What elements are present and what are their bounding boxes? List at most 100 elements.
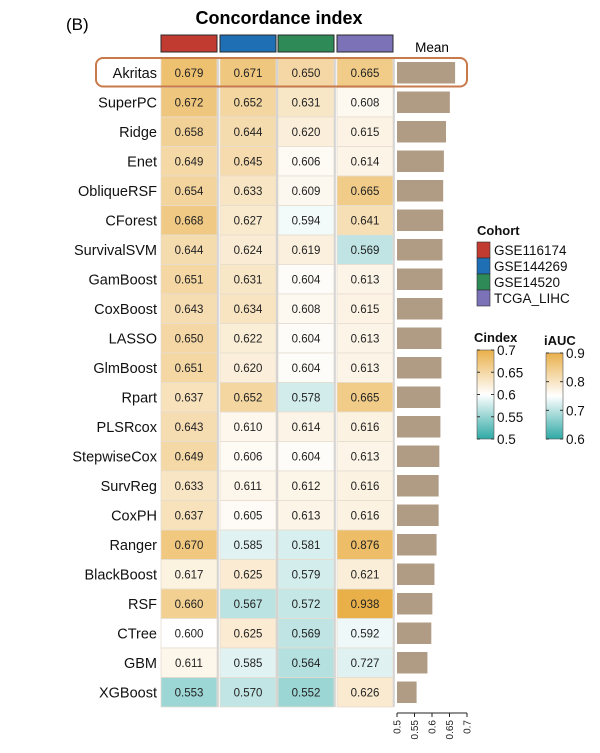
cell-value: 0.634 <box>234 304 263 316</box>
cell-value: 0.727 <box>351 658 380 670</box>
cell-value: 0.876 <box>351 540 380 552</box>
legend-iauc-title: iAUC <box>544 333 576 348</box>
cell-value: 0.671 <box>234 68 263 80</box>
heatmap-cell <box>219 588 277 619</box>
heatmap-cell <box>277 647 335 678</box>
heatmap-cell <box>160 293 218 324</box>
heatmap-cell <box>219 677 277 708</box>
heatmap-cell <box>160 647 218 678</box>
mean-bar <box>397 681 417 703</box>
heatmap-cell <box>160 382 218 413</box>
heatmap-cell <box>336 411 394 442</box>
cell-value: 0.626 <box>351 687 380 699</box>
mean-bar <box>397 534 437 556</box>
heatmap-cell <box>160 588 218 619</box>
heatmap-cell <box>336 382 394 413</box>
heatmap-cell <box>277 618 335 649</box>
cindex-tick-label: 0.6 <box>497 388 516 403</box>
heatmap-cell <box>219 411 277 442</box>
cell-value: 0.612 <box>292 481 321 493</box>
cell-value: 0.564 <box>292 658 321 670</box>
cell-value: 0.614 <box>292 422 321 434</box>
heatmap-cell <box>160 618 218 649</box>
cell-value: 0.604 <box>292 274 321 286</box>
cell-value: 0.614 <box>351 156 380 168</box>
cindex-tick-label: 0.7 <box>497 343 516 358</box>
mean-bar <box>397 563 435 585</box>
cohort-header-gse116174 <box>160 34 218 53</box>
mean-bar <box>397 386 441 408</box>
cell-value: 0.651 <box>175 274 204 286</box>
heatmap-cell <box>219 205 277 236</box>
cell-value: 0.625 <box>234 569 263 581</box>
heatmap-cell <box>336 57 394 88</box>
heatmap-cell <box>277 175 335 206</box>
heatmap-cell <box>277 470 335 501</box>
heatmap-cell <box>277 382 335 413</box>
heatmap-cell <box>336 352 394 383</box>
heatmap-cell <box>336 323 394 354</box>
heatmap-cell <box>336 146 394 177</box>
heatmap-cell <box>219 618 277 649</box>
cell-value: 0.637 <box>175 392 204 404</box>
iauc-tick-label: 0.8 <box>566 375 585 390</box>
cell-value: 0.606 <box>234 451 263 463</box>
cell-value: 0.665 <box>351 68 380 80</box>
row-label: Rpart <box>122 390 157 406</box>
mean-bar <box>397 652 428 674</box>
heatmap-cell <box>277 205 335 236</box>
row-label: StepwiseCox <box>72 449 157 465</box>
panel-label: (B) <box>66 15 89 34</box>
row-label: GamBoost <box>89 272 158 288</box>
heatmap-cell <box>336 500 394 531</box>
heatmap-cell <box>219 647 277 678</box>
heatmap-cell <box>160 264 218 295</box>
cell-value: 0.613 <box>351 451 380 463</box>
cell-value: 0.604 <box>292 363 321 375</box>
row-label: LASSO <box>109 331 157 347</box>
legend-cohort-title: Cohort <box>477 223 520 238</box>
cell-value: 0.613 <box>351 333 380 345</box>
cell-value: 0.620 <box>234 363 263 375</box>
heatmap-cell <box>336 441 394 472</box>
heatmap-cells: 0.679 0.671 0.650 0.665 0.672 0.652 0.631 0.608… <box>160 57 395 708</box>
cell-value: 0.643 <box>175 422 204 434</box>
cell-value: 0.649 <box>175 156 204 168</box>
cell-value: 0.592 <box>351 628 380 640</box>
row-label: CoxPH <box>111 508 157 524</box>
mean-bar <box>397 504 439 526</box>
cell-value: 0.645 <box>234 156 263 168</box>
row-label: GBM <box>124 656 157 672</box>
cohort-header-tcga_lihc <box>336 34 394 53</box>
heatmap-cell <box>219 116 277 147</box>
cell-value: 0.679 <box>175 68 204 80</box>
cell-value: 0.622 <box>234 333 263 345</box>
heatmap-cell <box>336 588 394 619</box>
cell-value: 0.619 <box>292 245 321 257</box>
heatmap-cell <box>219 559 277 590</box>
cell-value: 0.650 <box>175 333 204 345</box>
heatmap-cell <box>219 529 277 560</box>
axis-tick-label: 0.65 <box>445 720 456 740</box>
cell-value: 0.570 <box>234 687 263 699</box>
cell-value: 0.606 <box>292 156 321 168</box>
iauc-colorbar <box>545 352 564 440</box>
cindex-tick-label: 0.55 <box>497 410 523 425</box>
row-label: CoxBoost <box>94 302 157 318</box>
cell-value: 0.611 <box>234 481 262 493</box>
row-label: BlackBoost <box>84 567 157 583</box>
cell-value: 0.651 <box>175 363 204 375</box>
cell-value: 0.608 <box>292 304 321 316</box>
row-labels: Akritas SuperPC Ridge Enet ObliqueRSF CForest… <box>72 66 157 702</box>
heatmap-cell <box>160 529 218 560</box>
cell-value: 0.627 <box>234 215 263 227</box>
mean-bar <box>397 475 439 497</box>
cell-value: 0.605 <box>234 510 263 522</box>
cell-value: 0.654 <box>175 186 204 198</box>
cell-value: 0.616 <box>351 422 380 434</box>
cell-value: 0.631 <box>292 97 321 109</box>
cell-value: 0.581 <box>292 540 321 552</box>
cell-value: 0.604 <box>292 451 321 463</box>
heatmap-cell <box>219 87 277 118</box>
legend-label: GSE116174 <box>494 243 567 258</box>
